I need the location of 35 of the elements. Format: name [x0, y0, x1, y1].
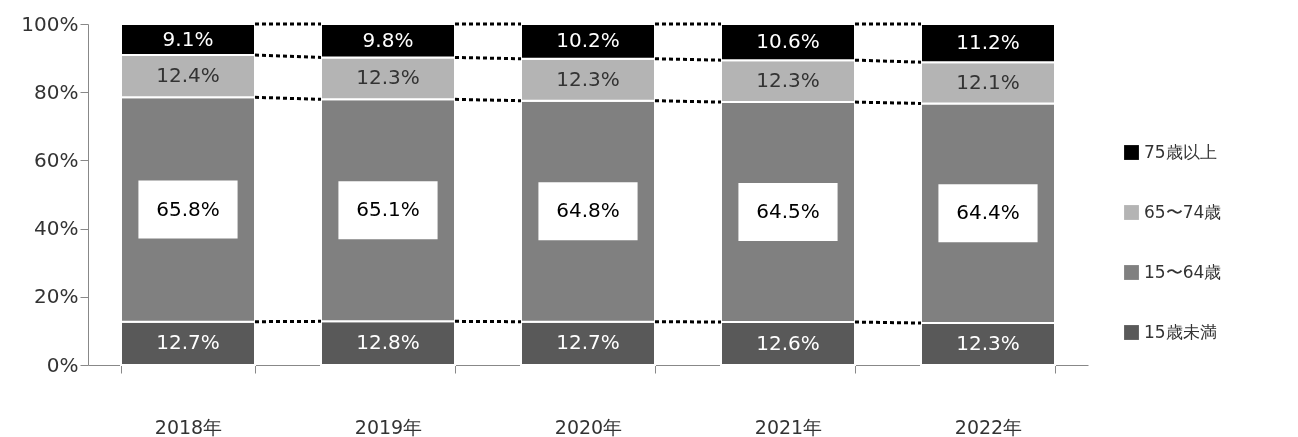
y-tick-label: 40% [34, 216, 79, 241]
data-label: 12.7% [556, 330, 620, 355]
y-tick-label: 100% [21, 11, 79, 36]
y-tick-label: 80% [34, 79, 79, 104]
y-tick-label: 60% [34, 147, 79, 172]
data-label: 12.3% [956, 331, 1020, 356]
data-label: 12.6% [756, 330, 820, 355]
data-label: 65.1% [356, 197, 420, 222]
y-tick-label: 0% [46, 352, 79, 377]
data-label: 12.3% [756, 68, 820, 93]
data-label: 64.4% [956, 200, 1020, 225]
legend-label: 75歳以上 [1144, 141, 1217, 162]
data-label: 12.1% [956, 69, 1020, 94]
legend-label: 15歳未満 [1144, 321, 1217, 342]
legend-label: 15〜64歳 [1144, 261, 1222, 282]
data-label: 9.1% [162, 26, 214, 51]
data-label: 12.7% [156, 330, 220, 355]
data-label: 12.8% [356, 330, 420, 355]
x-tick-label: 2019年 [354, 415, 423, 437]
data-label: 64.8% [556, 198, 620, 223]
data-label: 9.8% [362, 27, 414, 52]
data-label: 11.2% [956, 30, 1020, 55]
x-tick-label: 2018年 [154, 415, 223, 437]
data-label: 10.6% [756, 29, 820, 54]
x-tick-label: 2021年 [754, 415, 823, 437]
x-tick-label: 2020年 [554, 415, 623, 437]
data-label: 10.2% [556, 28, 620, 53]
y-tick-label: 20% [34, 284, 79, 309]
data-label: 12.3% [556, 66, 620, 91]
legend-label: 65〜74歳 [1144, 201, 1222, 222]
data-label: 12.3% [356, 65, 420, 90]
x-tick-label: 2022年 [954, 415, 1023, 437]
data-label: 65.8% [156, 196, 220, 221]
data-label: 64.5% [756, 199, 820, 224]
data-label: 12.4% [156, 63, 220, 88]
